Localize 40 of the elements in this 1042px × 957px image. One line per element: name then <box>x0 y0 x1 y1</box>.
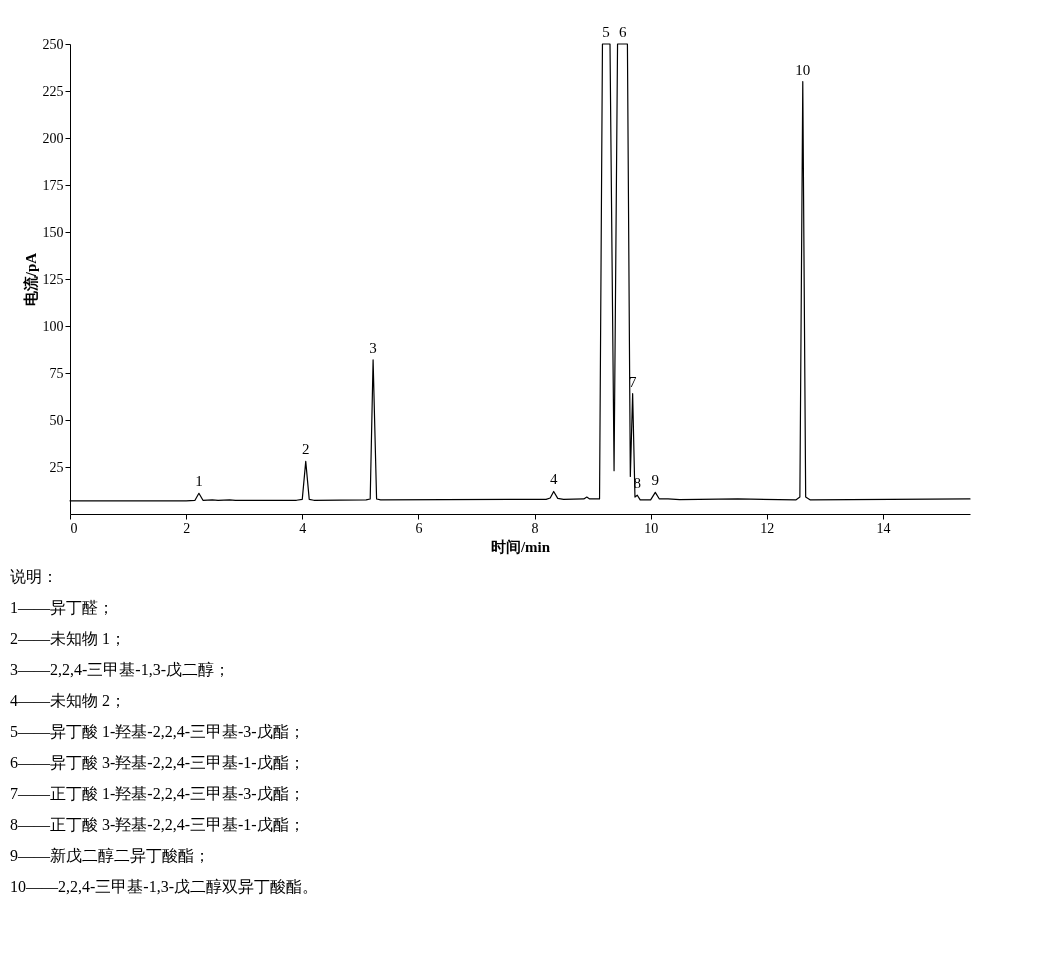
x-tick-label: 4 <box>299 520 307 536</box>
annotation: 5 <box>602 24 610 40</box>
text: 8——正丁酸 3-羟基-2,2,4-三甲基-1-戊酯； <box>10 815 305 833</box>
text: 2——未知物 1； <box>10 630 126 648</box>
x-tick-label: 0 <box>70 520 78 536</box>
y-tick-label: 250 <box>42 36 64 52</box>
annotation: 9 <box>651 472 660 489</box>
y-tick-label: 125 <box>42 271 64 287</box>
text: 7——正丁酸 1-羟基-2,2,4-三甲基-3-戊酯； <box>10 784 305 802</box>
x-tick-label: 10 <box>644 520 659 536</box>
annotation: 6 <box>619 24 628 40</box>
annotation: 7 <box>628 373 637 390</box>
x-axis-title: 时间/min <box>490 538 551 555</box>
x-tick-label: 6 <box>415 520 423 536</box>
text: 9——新戊二醇二异丁酸酯； <box>10 846 210 864</box>
text: 10——2,2,4-三甲基-1,3-戊二醇双异丁酸酯。 <box>10 877 318 895</box>
y-tick-label: 150 <box>42 224 64 240</box>
text: 1——异丁醛； <box>10 599 114 617</box>
y-tick-label: 175 <box>42 177 64 193</box>
x-tick-label: 12 <box>760 520 775 536</box>
x-tick-label: 2 <box>183 520 191 536</box>
text: 3——2,2,4-三甲基-1,3-戊二醇； <box>10 661 230 679</box>
text: 说明： <box>10 568 58 586</box>
annotation: 3 <box>369 339 377 356</box>
y-axis-title: 电流/pA <box>21 252 39 307</box>
y-tick-label: 75 <box>49 365 64 381</box>
annotation: 1 <box>195 473 203 490</box>
annotation: 2 <box>301 441 310 458</box>
x-tick-label: 8 <box>531 520 539 536</box>
text: 6——异丁酸 3-羟基-2,2,4-三甲基-1-戊酯； <box>10 753 305 771</box>
y-tick-label: 200 <box>42 130 64 146</box>
x-tick-label: 14 <box>876 520 891 536</box>
y-tick-label: 100 <box>42 318 64 334</box>
y-tick-label: 50 <box>49 412 64 428</box>
text: 4——未知物 2； <box>10 692 126 710</box>
y-tick-label: 225 <box>42 83 64 99</box>
text: 5——异丁酸 1-羟基-2,2,4-三甲基-3-戊酯； <box>10 723 305 740</box>
y-tick-label: 25 <box>49 459 64 475</box>
annotation: 4 <box>549 471 558 488</box>
annotation: 10 <box>795 61 811 78</box>
